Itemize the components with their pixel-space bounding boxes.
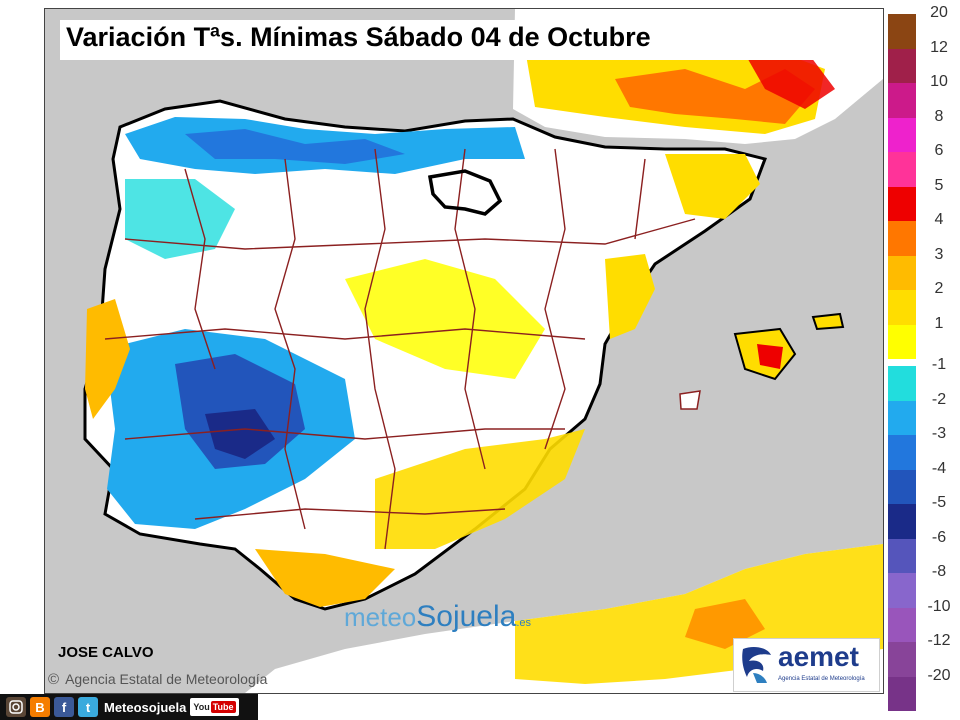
legend-swatch-positive-3 <box>888 117 916 152</box>
cantabrian-dark-cold-patch <box>185 129 405 164</box>
legend-swatch-positive-1 <box>888 48 916 83</box>
legend-swatch-negative-2 <box>888 435 916 470</box>
agency-credit-line: © Agencia Estatal de Meteorología <box>48 668 267 690</box>
southwest-very-strong-cold-patch <box>205 409 275 459</box>
legend-swatch-positive-5 <box>888 186 916 221</box>
aemet-swirl-icon <box>742 647 771 683</box>
central-warm-anomaly <box>345 259 545 379</box>
legend-swatch-positive-4 <box>888 152 916 187</box>
youtube-you: You <box>193 702 210 712</box>
youtube-icon[interactable]: You Tube <box>190 698 239 716</box>
la-rioja-outline <box>427 169 503 216</box>
watermark-es: .es <box>516 617 532 629</box>
youtube-tube: Tube <box>210 701 236 713</box>
meteosojuela-watermark: meteoSojuela.es <box>344 600 531 634</box>
legend-label-negative-8: -12 <box>927 632 951 649</box>
galicia-light-cold <box>125 179 235 259</box>
legend-swatch-negative-5 <box>888 538 916 573</box>
legend-label-negative-5: -6 <box>931 528 947 546</box>
legend-label-positive-9: 1 <box>934 314 944 332</box>
map-title: Variación Tªs. Mínimas Sábado 04 de Octu… <box>66 22 651 52</box>
legend-swatch-negative-7 <box>888 607 916 642</box>
legend-label-positive-3: 8 <box>934 107 944 125</box>
twitter-icon[interactable]: t <box>78 697 98 717</box>
aemet-subtitle: Agencia Estatal de Meteorología <box>778 676 865 682</box>
watermark-sojuela: Sojuela <box>416 600 517 633</box>
facebook-icon[interactable]: f <box>54 697 74 717</box>
catalonia-warm-anomaly <box>665 154 760 219</box>
legend-swatch-negative-1 <box>888 400 916 435</box>
aemet-logo-box: aemet Agencia Estatal de Meteorología <box>733 638 880 692</box>
south-coast-warm-anomaly <box>255 549 395 607</box>
legend-label-negative-1: -2 <box>931 390 947 408</box>
legend-label-negative-9: -20 <box>927 666 951 684</box>
legend-label-negative-7: -10 <box>927 597 951 615</box>
watermark-meteo: meteo <box>344 602 417 632</box>
social-handle[interactable]: Meteosojuela <box>104 699 187 715</box>
legend-label-positive-0: 20 <box>930 4 948 21</box>
temperature-anomaly-map <box>83 9 883 693</box>
legend-swatch-positive-8 <box>888 290 916 325</box>
legend-swatch-positive-7 <box>888 255 916 290</box>
title-banner: Variación Tªs. Mínimas Sábado 04 de Octu… <box>60 20 855 60</box>
legend-label-negative-2: -3 <box>931 425 947 442</box>
social-media-bar: B f t Meteosojuela You Tube <box>0 694 258 720</box>
color-scale-legend: 20 12 10 8 6 5 4 3 2 1 -1 -2 -3 -4 -5 -6 -8 -10 -12 -20 <box>884 4 960 711</box>
france-red-patch <box>745 49 835 109</box>
province-borders <box>104 148 696 550</box>
agency-credit-text: Agencia Estatal de Meteorología <box>65 671 268 687</box>
aemet-name: aemet <box>778 641 859 672</box>
legend-label-positive-5: 5 <box>934 176 944 194</box>
legend-label-positive-4: 6 <box>934 142 944 159</box>
legend-label-negative-0: -1 <box>931 356 947 373</box>
legend-label-positive-2: 10 <box>930 73 948 90</box>
blogger-icon[interactable]: B <box>30 697 50 717</box>
southeast-warm-anomaly <box>375 429 585 549</box>
legend-label-positive-6: 4 <box>934 211 944 228</box>
legend-swatch-negative-9 <box>888 676 916 711</box>
portugal-coast-warm <box>85 299 130 419</box>
legend-label-positive-7: 3 <box>934 245 944 263</box>
legend-label-negative-4: -5 <box>931 494 947 511</box>
legend-swatch-negative-4 <box>888 504 916 539</box>
mallorca-hot-patch <box>757 344 783 369</box>
east-coast-warm-anomaly <box>605 254 655 339</box>
ibiza-island <box>679 390 701 410</box>
legend-swatch-negative-3 <box>888 469 916 504</box>
legend-swatch-negative-0 <box>888 366 916 401</box>
legend-label-negative-6: -8 <box>931 563 947 580</box>
legend-swatch-negative-8 <box>888 642 916 677</box>
legend-swatch-positive-9 <box>888 324 916 359</box>
legend-swatch-positive-6 <box>888 221 916 256</box>
copyright-icon: © <box>48 670 60 688</box>
instagram-icon[interactable] <box>6 697 26 717</box>
legend-swatch-positive-2 <box>888 83 916 118</box>
menorca-island <box>811 312 845 331</box>
north-africa-orange-patch <box>685 599 765 649</box>
legend-label-positive-8: 2 <box>934 280 944 297</box>
author-credit: JOSE CALVO <box>58 644 154 661</box>
legend-label-negative-3: -4 <box>931 459 947 477</box>
legend-swatch-negative-6 <box>888 573 916 608</box>
legend-swatch-positive-0 <box>888 14 916 49</box>
map-panel <box>44 8 884 694</box>
legend-label-positive-1: 12 <box>930 38 948 56</box>
